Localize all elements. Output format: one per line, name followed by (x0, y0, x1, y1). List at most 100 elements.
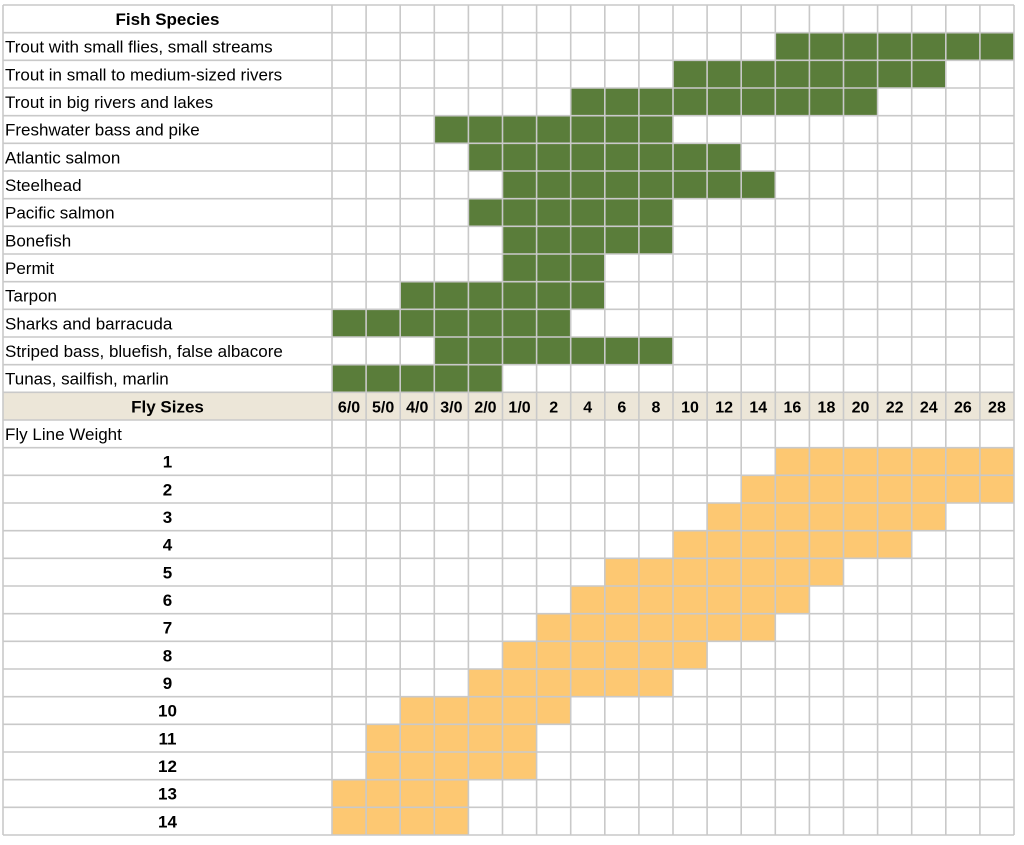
weight-bar-cell (707, 613, 742, 642)
species-bar-cell (775, 60, 810, 88)
fly-size-label: 18 (818, 399, 836, 416)
species-bar-cell (366, 309, 401, 337)
species-bar-cell (570, 198, 605, 227)
weight-bar-cell (673, 641, 708, 669)
species-label: Tunas, sailfish, marlin (5, 370, 169, 389)
weight-label: 14 (158, 812, 177, 831)
species-bar-cell (502, 337, 537, 365)
weight-bar-cell (741, 503, 776, 531)
species-bar-cell (536, 281, 571, 310)
species-bar-cell (536, 198, 571, 227)
weight-bar-cell (843, 447, 878, 476)
fly-sizes-band (3, 392, 1014, 420)
species-bar-cell (502, 226, 537, 254)
weight-bar-cell (366, 752, 401, 780)
species-bar-cell (673, 60, 708, 88)
species-bar-cell (400, 281, 435, 310)
species-bar-cell (638, 88, 673, 116)
weight-bar-cell (366, 779, 401, 808)
weight-bar-cell (400, 779, 435, 808)
weight-bar-cell (673, 586, 708, 614)
weight-bar-cell (638, 641, 673, 669)
species-bar-cell (434, 309, 469, 337)
weight-bar-cell (604, 669, 639, 697)
weight-bar-cell (536, 696, 571, 725)
weight-label: 13 (158, 785, 177, 804)
weight-bar-cell (775, 447, 810, 476)
species-label: Trout with small flies, small streams (5, 38, 273, 57)
species-bar-cell (570, 88, 605, 116)
weight-label: 5 (163, 563, 172, 582)
species-bar-cell (741, 60, 776, 88)
fly-size-label: 4 (583, 399, 592, 416)
weight-label: 11 (159, 729, 177, 748)
species-bar-cell (468, 115, 503, 144)
species-bar-cell (468, 281, 503, 310)
species-bar-cell (570, 226, 605, 254)
species-label: Trout in big rivers and lakes (5, 93, 213, 112)
weight-bar-cell (400, 724, 435, 752)
weight-bar-cell (604, 586, 639, 614)
weight-bar-cell (945, 475, 980, 503)
weight-bar-cell (809, 530, 844, 559)
species-bar-cell (809, 60, 844, 88)
weight-bar-cell (843, 475, 878, 503)
species-label: Steelhead (5, 176, 82, 195)
fly-line-weight-header: Fly Line Weight (5, 425, 122, 444)
species-bar-cell (570, 115, 605, 144)
weight-bar-cell (809, 475, 844, 503)
species-bar-cell (707, 171, 742, 199)
weight-bar-cell (468, 752, 503, 780)
weight-bar-cell (434, 696, 469, 725)
weight-bar-cell (775, 530, 810, 559)
fly-size-label: 8 (651, 399, 660, 416)
species-bar-cell (638, 337, 673, 365)
species-bar-cell (468, 309, 503, 337)
fly-size-label: 2/0 (474, 399, 496, 416)
species-bar-cell (570, 143, 605, 171)
species-bar-cell (809, 88, 844, 116)
species-bar-cell (707, 143, 742, 171)
species-bar-cell (604, 88, 639, 116)
species-label: Tarpon (5, 287, 57, 306)
species-bar-cell (843, 32, 878, 61)
weight-bar-cell (638, 613, 673, 642)
weight-label: 10 (158, 702, 177, 721)
species-bar-cell (809, 32, 844, 61)
weight-bar-cell (877, 503, 912, 531)
weight-label: 6 (163, 591, 172, 610)
weight-bar-cell (707, 503, 742, 531)
weight-bar-cell (673, 558, 708, 586)
weight-bar-cell (604, 613, 639, 642)
weight-bar-cell (741, 613, 776, 642)
fish-species-header: Fish Species (116, 10, 220, 29)
species-bar-cell (366, 364, 401, 393)
weight-bar-cell (741, 530, 776, 559)
weight-bar-cell (502, 752, 537, 780)
weight-bar-cell (400, 752, 435, 780)
weight-bar-cell (434, 752, 469, 780)
fly-size-label: 5/0 (372, 399, 394, 416)
weight-bar-cell (502, 724, 537, 752)
species-bar-cell (604, 226, 639, 254)
species-bar-cell (775, 88, 810, 116)
fly-size-label: 16 (783, 399, 801, 416)
species-bar-cell (911, 32, 946, 61)
weight-bar-cell (638, 558, 673, 586)
weight-bar-cell (741, 586, 776, 614)
species-bar-cell (604, 143, 639, 171)
species-bar-cell (502, 281, 537, 310)
weight-bar-cell (911, 475, 946, 503)
weight-bar-cell (604, 641, 639, 669)
species-bar-cell (707, 88, 742, 116)
species-label: Atlantic salmon (5, 148, 120, 167)
fly-size-label: 4/0 (406, 399, 428, 416)
species-bar-cell (536, 226, 571, 254)
weight-label: 8 (163, 646, 172, 665)
species-bar-cell (502, 115, 537, 144)
weight-bar-cell (877, 447, 912, 476)
weight-bar-cell (843, 530, 878, 559)
weight-bar-cell (707, 586, 742, 614)
fly-size-label: 28 (988, 399, 1006, 416)
